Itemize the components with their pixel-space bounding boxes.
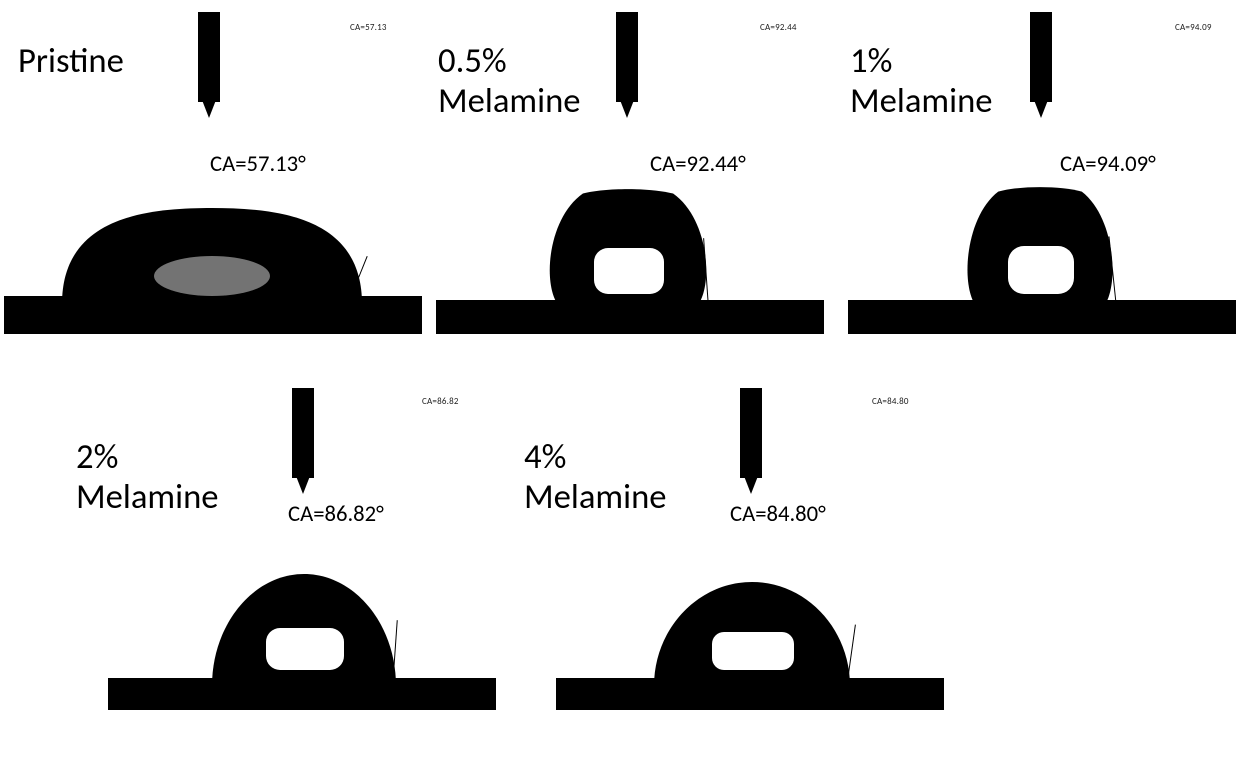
ca-label-m2: CA=86.82° (288, 500, 384, 528)
sample-label-pristine: Pristine (18, 42, 124, 82)
ca-label-m1: CA=94.09° (1060, 150, 1156, 178)
sample-label-m2: 2% Melamine (76, 438, 219, 518)
tiny-ca-pristine: CA=57.13 (350, 22, 387, 33)
needle-m05 (616, 12, 638, 102)
ca-label-m4: CA=84.80° (730, 500, 826, 528)
tiny-ca-m4: CA=84.80 (872, 396, 909, 407)
tiny-ca-m2: CA=86.82 (422, 396, 459, 407)
needle-pristine (198, 12, 220, 102)
ca-label-pristine: CA=57.13° (210, 150, 306, 178)
needle-m4 (740, 388, 762, 478)
ca-label-m05: CA=92.44° (650, 150, 746, 178)
droplet-reflection-pristine (154, 256, 270, 296)
droplet-reflection-m05 (594, 248, 664, 294)
sample-label-m1: 1% Melamine (850, 42, 993, 122)
sample-label-m4: 4% Melamine (524, 438, 667, 518)
droplet-reflection-m4 (712, 632, 794, 670)
needle-m1 (1030, 12, 1052, 102)
droplet-reflection-m1 (1008, 246, 1074, 294)
needle-m2 (292, 388, 314, 478)
tiny-ca-m1: CA=94.09 (1175, 22, 1212, 33)
droplet-reflection-m2 (266, 628, 344, 670)
sample-label-m05: 0.5% Melamine (438, 42, 581, 122)
tiny-ca-m05: CA=92.44 (760, 22, 797, 33)
